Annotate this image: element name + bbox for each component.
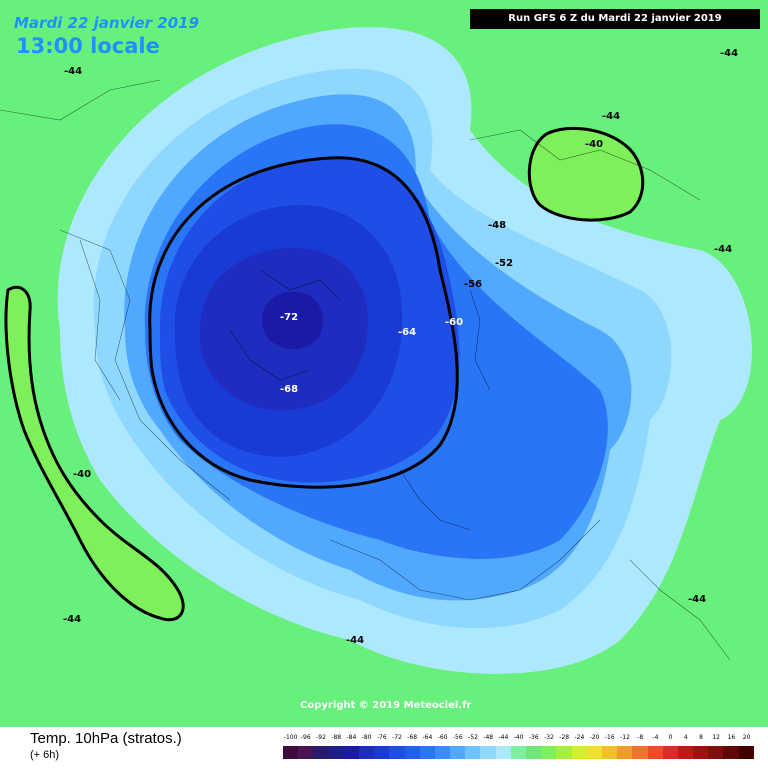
scale-swatch [677, 746, 694, 759]
scale-swatch [526, 746, 542, 759]
scale-label: -92 [316, 734, 326, 741]
variable-title: Temp. 10hPa (stratos.) [30, 730, 182, 747]
scale-label: -80 [361, 734, 372, 741]
scale-swatch [556, 746, 572, 759]
warm-area-siberia [527, 126, 645, 222]
color-scale [283, 746, 754, 759]
isotherm-label: -44 [714, 244, 733, 255]
scale-swatch [723, 746, 739, 759]
isotherm-label: -56 [464, 279, 483, 290]
scale-swatch [662, 746, 678, 759]
scale-label: -48 [483, 734, 494, 741]
scale-label: -8 [637, 734, 644, 741]
scale-label: -40 [513, 734, 524, 741]
scale-label: 0 [668, 734, 673, 741]
isotherm-label: -72 [280, 312, 299, 323]
scale-label: -12 [620, 734, 630, 741]
scale-label: -28 [559, 734, 570, 741]
isotherm-label: -60 [445, 317, 464, 328]
scale-swatch [738, 746, 754, 759]
forecast-lead-time: (+ 6h) [30, 749, 60, 761]
scale-label: -24 [574, 734, 585, 741]
scale-label: 20 [742, 734, 751, 741]
scale-label: 16 [727, 734, 736, 741]
scale-swatch [541, 746, 557, 759]
scale-label: -32 [544, 734, 554, 741]
scale-swatch [601, 746, 618, 759]
scale-swatch [328, 746, 344, 759]
scale-swatch [434, 746, 451, 759]
isotherm-label: -44 [602, 111, 621, 122]
scale-swatch [358, 746, 375, 759]
map-time: 13:00 locale [16, 34, 160, 58]
scale-label: -20 [589, 734, 600, 741]
scale-swatch [374, 746, 390, 759]
isotherm-label: -40 [73, 469, 92, 480]
isotherm-label: -44 [63, 614, 82, 625]
copyright-notice: Copyright © 2019 Meteociel.fr [300, 700, 472, 711]
scale-label: 4 [683, 734, 688, 741]
scale-label: -56 [452, 734, 463, 741]
scale-swatch [343, 746, 359, 759]
isotherm-label: -44 [720, 48, 739, 59]
scale-swatch [419, 746, 435, 759]
map-date: Mardi 22 janvier 2019 [14, 14, 200, 32]
isotherm-label: -68 [280, 384, 299, 395]
scale-swatch [647, 746, 663, 759]
scale-swatch [510, 746, 526, 759]
isotherm-label: -64 [398, 327, 417, 338]
scale-swatch [283, 746, 299, 759]
scale-swatch [450, 746, 466, 759]
stratospheric-temperature-map: Mardi 22 janvier 2019 13:00 locale Run G… [0, 0, 768, 727]
scale-label: 8 [699, 734, 703, 741]
scale-label: -72 [392, 734, 402, 741]
map-canvas [0, 0, 768, 727]
scale-label: -4 [652, 734, 659, 741]
warm-area-pacific [4, 285, 185, 622]
scale-label: -52 [468, 734, 478, 741]
isotherm-label: -52 [495, 258, 514, 269]
contour-minus60 [148, 156, 459, 489]
scale-label: -100 [283, 734, 298, 741]
scale-swatch [404, 746, 420, 759]
scale-label: -96 [300, 734, 311, 741]
scale-label: -16 [604, 734, 615, 741]
isotherm-label: -44 [346, 635, 365, 646]
isotherm-label: -44 [64, 66, 83, 77]
isotherm-label: -44 [688, 594, 707, 605]
scale-swatch [495, 746, 511, 759]
scale-swatch [389, 746, 405, 759]
scale-label: -88 [331, 734, 342, 741]
scale-label: -36 [528, 734, 539, 741]
scale-label: -44 [498, 734, 509, 741]
scale-swatch [480, 746, 496, 759]
isotherm-label: -48 [488, 220, 507, 231]
scale-label: -84 [346, 734, 357, 741]
scale-label: -60 [437, 734, 448, 741]
coastline-layer [0, 79, 731, 661]
scale-swatch [632, 746, 648, 759]
map-footer: Temp. 10hPa (stratos.) (+ 6h) -100 -96 -92… [0, 727, 768, 768]
scale-label: 12 [712, 734, 721, 741]
isotherm-label: -40 [585, 139, 604, 150]
scale-swatch [693, 746, 709, 759]
scale-swatch [298, 746, 314, 759]
scale-label: -64 [422, 734, 433, 741]
scale-swatch [586, 746, 602, 759]
band-minus76 [262, 291, 323, 350]
scale-label: -68 [407, 734, 418, 741]
scale-swatch [708, 746, 724, 759]
scale-swatch [313, 746, 329, 759]
scale-label: -76 [376, 734, 387, 741]
scale-swatch [465, 746, 481, 759]
scale-swatch [571, 746, 587, 759]
model-run-label: Run GFS 6 Z du Mardi 22 janvier 2019 [470, 9, 760, 29]
scale-swatch [617, 746, 633, 759]
